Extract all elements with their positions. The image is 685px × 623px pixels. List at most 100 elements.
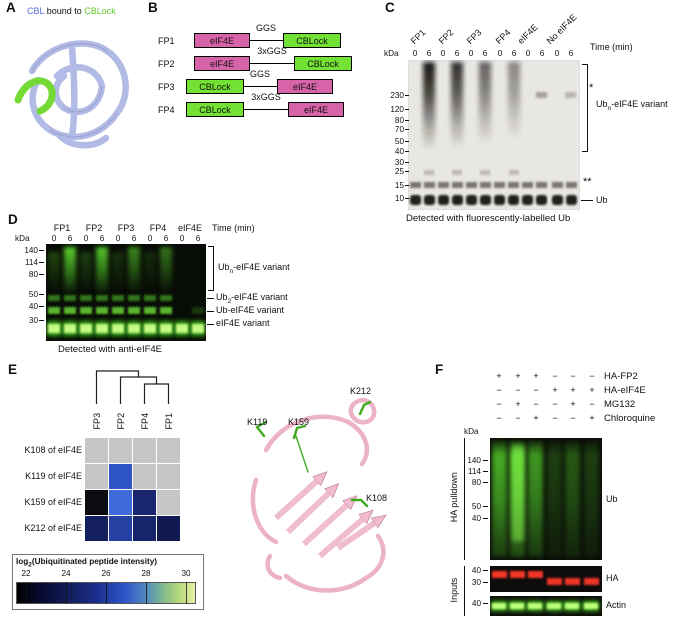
marker-tick [483, 482, 488, 484]
lane-label: FP2 [436, 27, 456, 47]
condition-label: HA-eIF4E [604, 385, 646, 396]
condition-sign: − [552, 399, 558, 409]
kda-marker: 120 [390, 105, 404, 114]
kda-marker: 30 [394, 158, 404, 167]
timepoint: 6 [99, 234, 105, 243]
condition-sign: − [589, 399, 595, 409]
construct-name: FP4 [158, 105, 175, 115]
marker-tick [39, 320, 44, 322]
timepoint: 0 [554, 49, 560, 58]
panel-d-caption: Detected with anti-eIF4E [58, 344, 163, 355]
lysine-site-label: K119 [247, 417, 268, 427]
kda-marker: 10 [394, 194, 404, 203]
timepoint: 0 [115, 234, 121, 243]
timepoint: 6 [482, 49, 488, 58]
construct-box: CBLock [186, 102, 244, 117]
heatmap-row-label: K159 of eIF4E [24, 497, 82, 507]
heatmap-cell [85, 490, 108, 515]
kda-label: kDa [15, 234, 30, 243]
lane-label: FP3 [464, 27, 484, 47]
marker-tick [405, 120, 409, 122]
ha-label: HA [606, 573, 619, 583]
timepoint: 6 [454, 49, 460, 58]
construct-name: FP2 [158, 59, 175, 69]
timepoint: 0 [179, 234, 185, 243]
construct-box: eIF4E [194, 33, 250, 48]
lane-label: FP1 [53, 223, 71, 233]
marker-tick [39, 294, 44, 296]
time-label: Time (min) [590, 42, 633, 52]
lane-label: No eIF4E [544, 12, 579, 47]
construct-box: eIF4E [288, 102, 344, 117]
lane-label: eIF4E [177, 223, 202, 233]
colorbar-tick: 26 [101, 569, 111, 578]
lane-label: FP1 [408, 27, 428, 47]
timepoint: 0 [525, 49, 531, 58]
eif4e-variant-label: eIF4E variant [216, 318, 270, 328]
heatmap-cell [157, 490, 180, 515]
linker-line [244, 86, 277, 88]
marker-tick [39, 274, 44, 276]
lane-label: FP3 [117, 223, 135, 233]
kda-marker: 140 [467, 456, 481, 465]
condition-sign: + [552, 385, 558, 395]
condition-sign: − [570, 371, 576, 381]
panel-b-letter: B [148, 0, 158, 15]
heatmap-cell [85, 438, 108, 463]
kda-marker: 140 [24, 246, 38, 255]
panel-a-title: CBL bound to CBLock [27, 6, 116, 16]
heatmap-cell [85, 464, 108, 489]
double-star: ** [583, 176, 592, 188]
kda-marker: 40 [471, 566, 481, 575]
heatmap-cell [157, 516, 180, 541]
pulldown-blot-image [490, 438, 602, 560]
marker-tick [483, 518, 488, 520]
condition-sign: − [533, 399, 539, 409]
condition-sign: − [496, 413, 502, 423]
ubiquitination-heatmap [85, 438, 180, 541]
ub-pointer-line [581, 200, 593, 202]
kda-marker: 114 [467, 467, 481, 476]
colorbar-tick: 28 [141, 569, 151, 578]
condition-sign: + [515, 399, 521, 409]
kda-marker: 40 [394, 147, 404, 156]
condition-sign: − [533, 385, 539, 395]
marker-tick [405, 95, 409, 97]
marker-tick [405, 151, 409, 153]
colorbar-tickline [26, 582, 28, 604]
lane-label: FP2 [85, 223, 103, 233]
linker-label: GGS [255, 23, 276, 33]
bound-to-text: bound to [44, 6, 85, 16]
panel-f-letter: F [435, 362, 444, 377]
condition-sign: − [589, 371, 595, 381]
kda-marker: 80 [28, 270, 38, 279]
heatmap-cell [133, 464, 156, 489]
heatmap-row-label: K108 of eIF4E [24, 445, 82, 455]
condition-label: Chloroquine [604, 413, 656, 424]
lane-label: eIF4E [515, 22, 540, 47]
heatmap-cell [157, 438, 180, 463]
construct-name: FP3 [158, 82, 175, 92]
timepoint: 6 [131, 234, 137, 243]
condition-sign: − [552, 413, 558, 423]
nonspecific-star: * [589, 82, 594, 94]
cblock-label: CBLock [84, 6, 116, 16]
kda-marker: 50 [28, 290, 38, 299]
heatmap-col-label: FP3 [91, 412, 102, 430]
marker-tick [483, 570, 488, 572]
marker-tick [483, 603, 488, 605]
condition-sign: − [570, 413, 576, 423]
colorbar-tickline [106, 582, 108, 604]
heatmap-col-label: FP1 [163, 412, 174, 430]
timepoint: 6 [195, 234, 201, 243]
timepoint: 0 [147, 234, 153, 243]
condition-sign: − [496, 385, 502, 395]
pointer-line [207, 298, 214, 300]
heatmap-cell [109, 516, 132, 541]
ubn-bracket [582, 64, 588, 152]
colorbar-tick: 22 [21, 569, 31, 578]
kda-marker: 80 [471, 478, 481, 487]
cbl-label: CBL [27, 6, 45, 16]
condition-label: MG132 [604, 399, 636, 410]
